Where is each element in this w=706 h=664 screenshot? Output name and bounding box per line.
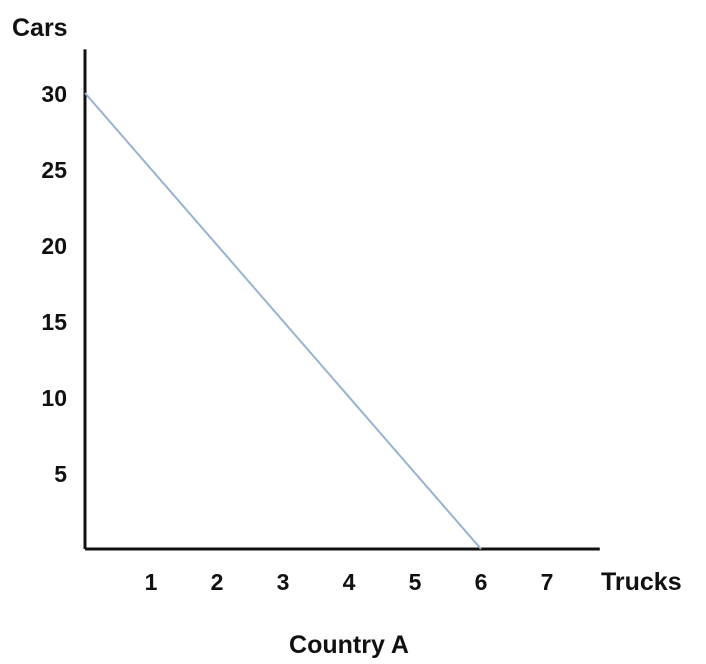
y-axis-label: Cars xyxy=(12,14,68,42)
x-tick-label: 2 xyxy=(211,569,224,595)
x-tick-labels: 1 2 3 4 5 6 7 xyxy=(145,569,554,595)
y-tick-label: 20 xyxy=(41,233,67,259)
series-layer xyxy=(84,92,482,550)
y-tick-label: 5 xyxy=(54,461,67,487)
y-tick-label: 15 xyxy=(41,309,67,335)
y-tick-label: 25 xyxy=(41,157,67,183)
y-tick-label: 10 xyxy=(41,385,67,411)
x-tick-label: 6 xyxy=(475,569,488,595)
x-tick-label: 1 xyxy=(145,569,158,595)
series-line xyxy=(84,92,482,550)
chart-title: Country A xyxy=(289,631,409,659)
x-axis-label: Trucks xyxy=(601,568,682,596)
y-tick-label: 30 xyxy=(41,81,67,107)
y-tick-labels: 5 10 15 20 25 30 xyxy=(41,81,67,487)
x-tick-label: 5 xyxy=(409,569,422,595)
x-tick-label: 4 xyxy=(343,569,356,595)
x-tick-label: 3 xyxy=(277,569,290,595)
axes xyxy=(83,49,600,551)
x-tick-label: 7 xyxy=(541,569,554,595)
